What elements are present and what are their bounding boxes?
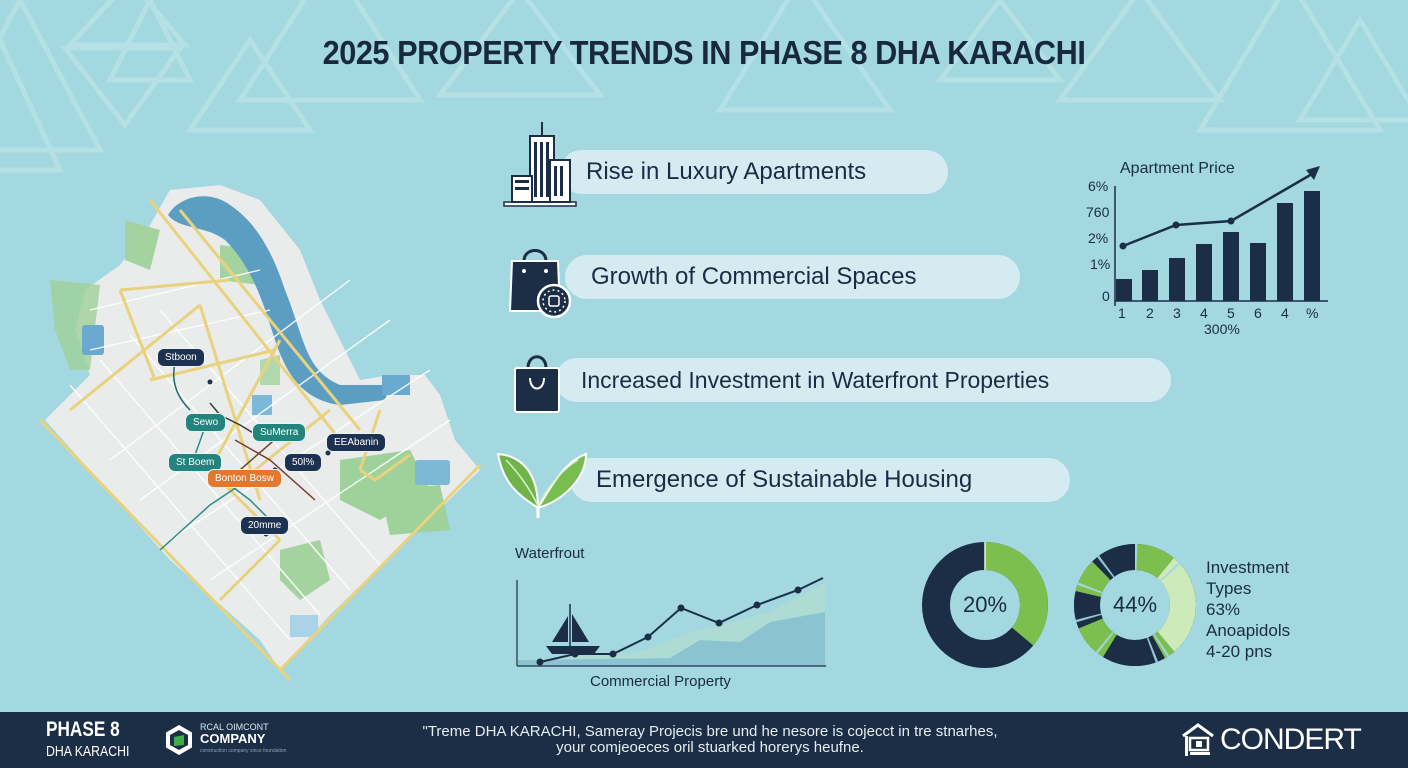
line-chart-graphic xyxy=(516,577,826,667)
trend-label: Rise in Luxury Apartments xyxy=(560,150,948,194)
trend-label: Growth of Commercial Spaces xyxy=(565,255,1020,299)
y-tick: 1% xyxy=(1090,256,1111,272)
company-name-top: RCAL OIMCONT xyxy=(200,722,269,732)
legend-line: 63% xyxy=(1206,600,1241,619)
x-tick: 4 xyxy=(1200,305,1208,321)
chart-title: Waterfrout xyxy=(515,545,585,562)
legend-line: Investment xyxy=(1206,558,1290,577)
y-tick: 760 xyxy=(1086,204,1110,220)
y-tick: 2% xyxy=(1088,230,1109,246)
donut-chart-20: 20% xyxy=(920,540,1050,670)
investment-types-legend: Investment Types 63% Anoapidols 4-20 pns xyxy=(1206,557,1290,662)
district-map[interactable]: Stboon Sewo SuMerra EEAbanin St Boem 50l… xyxy=(30,170,490,700)
map-label[interactable]: SuMerra xyxy=(252,423,307,442)
x-tick: 2 xyxy=(1146,305,1154,321)
map-label[interactable]: 20mme xyxy=(240,516,290,535)
map-label[interactable]: 50l% xyxy=(284,453,323,472)
page-title: 2025 PROPERTY TRENDS IN PHASE 8 DHA KARA… xyxy=(322,34,1086,71)
legend-line: Anoapidols xyxy=(1206,621,1291,640)
hexagon-logo-icon xyxy=(166,724,192,755)
apartment-price-chart: Apartment Price 6% 760 2% 1% 0 1 2 3 4 5… xyxy=(1080,150,1340,350)
brand-name: CONDERT xyxy=(1220,723,1362,756)
map-label[interactable]: Stboon xyxy=(157,348,205,367)
x-tick: 3 xyxy=(1173,305,1181,321)
y-tick: 0 xyxy=(1102,288,1110,304)
footer-phase-logo: PHASE 8 DHA KARACHI xyxy=(46,719,129,763)
map-label[interactable]: EEAbanin xyxy=(326,433,387,452)
donut-chart-44: 44% xyxy=(1070,540,1200,670)
x-tick: 5 xyxy=(1227,305,1235,321)
donut-graphic xyxy=(922,542,1048,668)
shopping-bag-clock-icon xyxy=(508,249,572,319)
house-icon xyxy=(1182,723,1214,756)
trend-label: Increased Investment in Waterfront Prope… xyxy=(555,358,1171,402)
legend-line: Types xyxy=(1206,579,1252,598)
company-tagline: construction company since foundation xyxy=(200,748,287,754)
company-logo: RCAL OIMCONT COMPANY construction compan… xyxy=(164,722,286,757)
building-icon xyxy=(503,122,577,207)
phase-title: PHASE 8 xyxy=(46,718,120,741)
x-tick: 6 xyxy=(1254,305,1262,321)
leaf-icon xyxy=(496,452,588,518)
quote-line: "Treme DHA KARACHI, Sameray Projecis bre… xyxy=(422,723,998,740)
footer-quote: "Treme DHA KARACHI, Sameray Projecis bre… xyxy=(380,724,1040,756)
x-tick: 1 xyxy=(1118,305,1126,321)
brand-logo[interactable]: CONDERT xyxy=(1180,722,1362,758)
phase-subtitle: DHA KARACHI xyxy=(46,743,130,760)
donut-center-label: 20% xyxy=(962,592,1008,617)
map-label[interactable]: Bonton Bosw xyxy=(207,469,282,488)
x-tick: 4 xyxy=(1281,305,1289,321)
company-name-bottom: COMPANY xyxy=(200,731,266,746)
chart-title: Apartment Price xyxy=(1120,160,1235,177)
quote-line: your comjeoeces oril stuarked horerys he… xyxy=(556,739,864,756)
footer: PHASE 8 DHA KARACHI RCAL OIMCONT COMPANY… xyxy=(0,712,1408,768)
x-tick: % xyxy=(1306,305,1319,321)
trend-label: Emergence of Sustainable Housing xyxy=(570,458,1070,502)
waterfront-chart: Waterfrout Commercial Property xyxy=(510,540,830,700)
y-tick: 6% xyxy=(1088,178,1109,194)
donut-center-label: 44% xyxy=(1112,592,1158,617)
x-axis-label: 300% xyxy=(1204,321,1240,337)
x-axis-label: Commercial Property xyxy=(590,673,731,690)
legend-line: 4-20 pns xyxy=(1206,642,1273,661)
shopping-bag-icon xyxy=(514,355,560,413)
map-label[interactable]: Sewo xyxy=(185,413,227,432)
donut-graphic xyxy=(1074,544,1196,666)
sailboat-icon xyxy=(546,604,600,654)
bar-chart-graphic xyxy=(1114,166,1328,306)
map-label[interactable]: St Boem xyxy=(168,453,223,472)
